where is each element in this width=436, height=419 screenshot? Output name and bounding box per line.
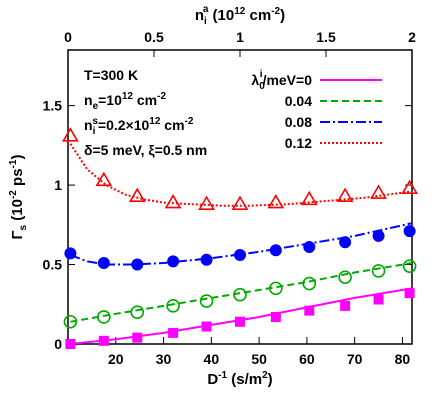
series-3-point: [267, 193, 285, 209]
series-curve-3: [69, 143, 412, 207]
y-axis-label: Γs (10-2 ps-1): [8, 155, 29, 240]
series-1-point: [269, 281, 283, 296]
series-0-point: [340, 300, 351, 311]
series-1-point: [338, 270, 352, 285]
series-1-point: [233, 287, 247, 302]
series-0-point: [304, 305, 315, 316]
series-3-point: [61, 127, 79, 142]
series-0-point: [373, 294, 384, 305]
x2-tick-label: 1.5: [316, 29, 336, 45]
x2-tick-label: 0: [64, 29, 72, 45]
series-0-point: [98, 335, 109, 346]
series-2-point: [303, 241, 316, 254]
x2-tick-label: 0.5: [144, 29, 164, 45]
series-curve-0: [70, 287, 412, 344]
series-curve-2: [70, 222, 412, 266]
y-tick-label: 1.5: [43, 98, 63, 114]
series-0-point: [132, 332, 143, 343]
axis-ticks: [67, 50, 413, 345]
series-3-point: [401, 179, 419, 195]
series-3-point: [300, 190, 318, 206]
series-2-point: [372, 229, 385, 242]
series-1-point: [130, 305, 145, 320]
x-tick-label: 20: [108, 351, 124, 367]
series-1-point: [166, 299, 180, 313]
series-2-point: [269, 244, 282, 257]
x-tick-label: 30: [156, 351, 172, 367]
x2-tick-label: 2: [408, 29, 416, 45]
series-2-point: [97, 256, 110, 269]
annotation-delta-xi: δ=5 meV, ξ=0.5 nm: [84, 142, 207, 158]
series-1-point: [199, 294, 214, 308]
annotation-electron-density: ne=1012 cm-2: [84, 91, 166, 112]
series-1-point: [97, 310, 111, 324]
series-1-point: [63, 314, 78, 329]
series-0-point: [201, 321, 212, 332]
annotation-impurity-density: nis=0.2×1012 cm-2: [84, 116, 194, 137]
series-2-point: [131, 258, 144, 271]
legend: λ0i/meV=00.04 0.08 0.12: [251, 69, 382, 151]
y-tick-label: 0: [54, 336, 62, 352]
x-tick-label: 40: [204, 351, 220, 367]
y-tick-label: 0.5: [43, 257, 63, 273]
series-0-point: [65, 339, 76, 349]
y-tick-label: 1: [54, 177, 62, 193]
x2-tick-label: 1: [236, 29, 244, 45]
series-markers: [61, 127, 419, 349]
series-2-point: [167, 255, 180, 268]
series-3-point: [336, 187, 354, 203]
series-2-point: [64, 247, 77, 260]
x-axis-label: D-1 (s/m2): [207, 370, 272, 388]
series-3-point: [95, 171, 113, 187]
series-3-point: [231, 195, 249, 210]
series-curve-1: [70, 262, 412, 323]
series-0-point: [404, 288, 415, 299]
series-curves: [69, 143, 412, 344]
series-3-point: [198, 195, 215, 210]
x2-axis-label: nia (1012 cm-2): [195, 4, 285, 27]
series-0-point: [168, 327, 179, 338]
series-1-point: [371, 264, 386, 278]
legend-label-2: 0.08: [285, 114, 312, 130]
parameter-annotations: T=300 K ne=1012 cm-2 nis=0.2×1012 cm-2 δ=5 …: [84, 67, 207, 158]
series-1-point: [402, 259, 417, 273]
x-tick-label: 70: [347, 351, 363, 367]
series-1-point: [302, 276, 317, 291]
series-2-point: [339, 236, 352, 249]
legend-label-0: λ0i/meV=0: [251, 69, 312, 92]
axis-labels: D-1 (s/m2) nia (1012 cm-2) Γs (10-2 ps-1): [8, 4, 285, 388]
series-2-point: [200, 253, 213, 266]
series-3-point: [370, 184, 387, 199]
x-tick-label: 80: [395, 351, 411, 367]
x-tick-label: 50: [251, 351, 267, 367]
series-2-point: [234, 249, 246, 262]
legend-label-1: 0.04: [285, 93, 312, 109]
series-2-point: [403, 225, 416, 238]
series-3-point: [128, 187, 146, 203]
legend-label-3: 0.12: [285, 135, 312, 151]
series-3-point: [164, 193, 182, 209]
series-0-point: [270, 311, 281, 322]
series-0-point: [235, 316, 245, 327]
axis-tick-labels: 20 30 40 50 60 70 80 0 0.5 1 1.5 0 0.5 1 1.5 2: [43, 29, 417, 367]
annotation-temperature: T=300 K: [84, 67, 138, 83]
x-tick-label: 60: [299, 351, 315, 367]
